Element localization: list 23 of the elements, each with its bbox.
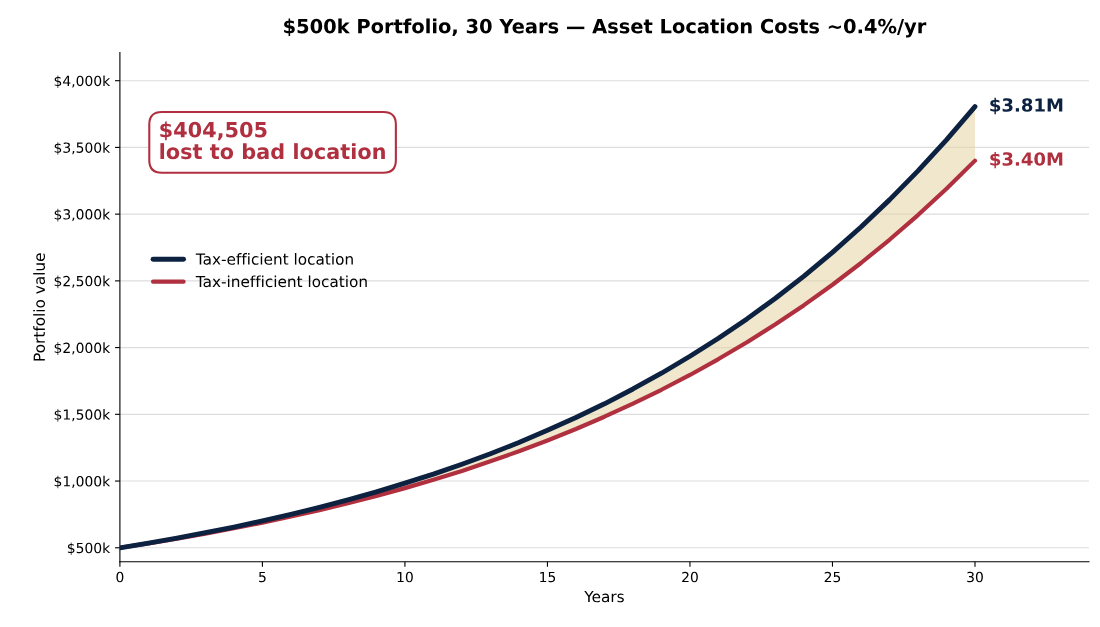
- y-tick-label: $3,500k: [54, 142, 111, 155]
- annotation: $404,505 lost to bad location: [160, 121, 385, 160]
- x-tick-label: 25: [824, 571, 841, 583]
- y-tick-label: $500k: [67, 542, 111, 556]
- legend-label: Tax-efficient location: [195, 252, 353, 265]
- legend-label: Tax-inefficient location: [195, 275, 367, 288]
- y-tick-label: $2,500k: [54, 275, 111, 289]
- x-tick-label: 0: [116, 571, 124, 583]
- y-tick-label: $4,000k: [54, 75, 111, 89]
- x-tick-label: 15: [540, 571, 556, 583]
- y-tick-label: $1,000k: [54, 475, 111, 489]
- y-tick-label: $1,500k: [54, 409, 111, 422]
- x-axis-title: Years: [584, 590, 624, 603]
- chart-title: $500k Portfolio, 30 Years — Asset Location Costs ~0.4%/yr: [284, 18, 927, 38]
- x-tick-label: 30: [967, 571, 983, 583]
- y-tick-label: $2,000k: [54, 342, 111, 355]
- annotation: $3.40M: [990, 151, 1063, 169]
- annotation: $3.81M: [990, 97, 1063, 115]
- y-axis-title: Portfolio value: [33, 253, 46, 361]
- y-tick-label: $3,000k: [54, 208, 111, 222]
- x-tick-label: 5: [259, 571, 266, 583]
- x-tick-label: 20: [682, 571, 698, 583]
- x-tick-label: 10: [397, 571, 413, 583]
